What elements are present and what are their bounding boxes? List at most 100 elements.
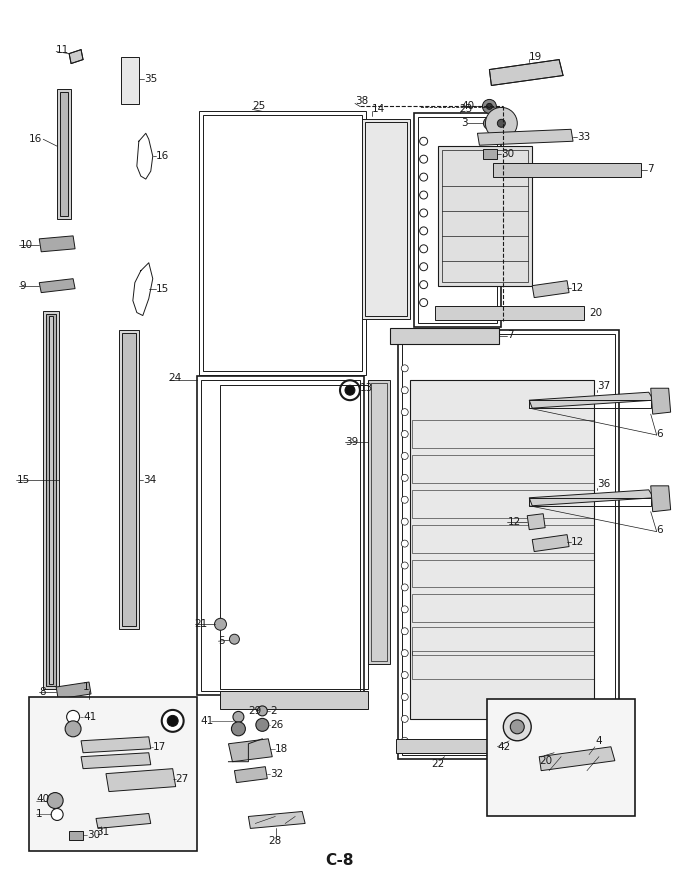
Bar xyxy=(411,627,594,655)
Bar xyxy=(60,93,68,216)
Bar xyxy=(220,691,368,709)
Bar xyxy=(197,376,364,695)
Circle shape xyxy=(510,720,524,734)
Bar xyxy=(411,490,594,518)
Bar xyxy=(49,316,53,684)
Circle shape xyxy=(482,100,496,113)
Circle shape xyxy=(401,606,408,613)
Polygon shape xyxy=(69,50,83,63)
Circle shape xyxy=(47,793,63,808)
Polygon shape xyxy=(532,535,569,552)
Text: 6: 6 xyxy=(657,524,663,535)
Bar xyxy=(411,420,594,448)
Circle shape xyxy=(167,716,178,726)
Circle shape xyxy=(401,737,408,744)
Text: 13: 13 xyxy=(360,384,373,393)
Polygon shape xyxy=(39,279,75,293)
Polygon shape xyxy=(56,682,91,699)
Polygon shape xyxy=(532,280,569,297)
Bar xyxy=(411,525,594,553)
Circle shape xyxy=(231,722,245,736)
Circle shape xyxy=(486,103,492,109)
Text: 10: 10 xyxy=(19,239,33,250)
Text: 40: 40 xyxy=(462,101,475,111)
Circle shape xyxy=(401,540,408,547)
Bar xyxy=(57,90,71,219)
Circle shape xyxy=(420,137,428,145)
Circle shape xyxy=(401,650,408,657)
Circle shape xyxy=(401,672,408,678)
Text: 30: 30 xyxy=(501,150,515,159)
Bar xyxy=(438,146,532,286)
Bar xyxy=(418,117,497,323)
Bar xyxy=(411,651,594,679)
Circle shape xyxy=(420,245,428,253)
Polygon shape xyxy=(228,739,272,762)
Text: 1: 1 xyxy=(36,810,43,820)
Text: 40: 40 xyxy=(36,794,50,804)
Circle shape xyxy=(401,562,408,569)
Bar xyxy=(390,328,499,344)
Polygon shape xyxy=(490,60,563,85)
Bar xyxy=(46,313,56,686)
Circle shape xyxy=(420,174,428,181)
Circle shape xyxy=(497,119,505,127)
Circle shape xyxy=(401,431,408,438)
Circle shape xyxy=(401,365,408,372)
Circle shape xyxy=(401,497,408,503)
Polygon shape xyxy=(539,747,615,771)
Bar xyxy=(29,697,197,852)
Bar xyxy=(122,334,136,627)
Text: 16: 16 xyxy=(156,151,169,161)
Polygon shape xyxy=(81,753,151,769)
Bar xyxy=(529,400,651,409)
Circle shape xyxy=(401,693,408,700)
Polygon shape xyxy=(248,812,305,829)
Bar xyxy=(119,330,139,629)
Polygon shape xyxy=(477,129,573,145)
Bar xyxy=(220,385,368,689)
Text: 32: 32 xyxy=(270,769,284,779)
Text: 12: 12 xyxy=(507,517,521,527)
Polygon shape xyxy=(39,236,75,252)
Text: 29: 29 xyxy=(248,706,262,716)
Circle shape xyxy=(257,706,267,716)
Text: 42: 42 xyxy=(497,741,511,752)
Polygon shape xyxy=(81,737,151,753)
Polygon shape xyxy=(651,486,670,512)
Text: 28: 28 xyxy=(269,837,282,846)
Circle shape xyxy=(340,380,360,400)
Polygon shape xyxy=(235,766,267,782)
Text: 35: 35 xyxy=(143,75,157,85)
Text: 31: 31 xyxy=(96,828,109,837)
Circle shape xyxy=(401,452,408,459)
Text: 6: 6 xyxy=(657,429,663,439)
Bar xyxy=(529,498,651,506)
Text: 20: 20 xyxy=(589,308,602,318)
Text: C-8: C-8 xyxy=(326,853,354,868)
Text: 20: 20 xyxy=(539,756,552,765)
Circle shape xyxy=(503,713,531,740)
Bar xyxy=(201,380,360,691)
Text: 16: 16 xyxy=(29,134,43,144)
Bar xyxy=(371,384,387,661)
Text: 38: 38 xyxy=(355,96,368,107)
Text: 17: 17 xyxy=(153,741,166,752)
Polygon shape xyxy=(529,490,653,506)
Text: 14: 14 xyxy=(372,104,385,115)
Text: 36: 36 xyxy=(597,479,610,489)
Bar xyxy=(411,560,594,587)
Text: 22: 22 xyxy=(432,758,445,769)
Circle shape xyxy=(486,108,517,139)
Bar xyxy=(121,57,139,104)
Circle shape xyxy=(420,191,428,199)
Polygon shape xyxy=(96,813,151,829)
Text: 41: 41 xyxy=(83,712,97,722)
Bar xyxy=(44,311,59,689)
Bar xyxy=(69,831,83,840)
Polygon shape xyxy=(527,514,545,530)
Circle shape xyxy=(420,155,428,163)
Bar xyxy=(413,113,501,328)
Text: 25: 25 xyxy=(252,101,266,111)
Bar xyxy=(396,739,595,753)
